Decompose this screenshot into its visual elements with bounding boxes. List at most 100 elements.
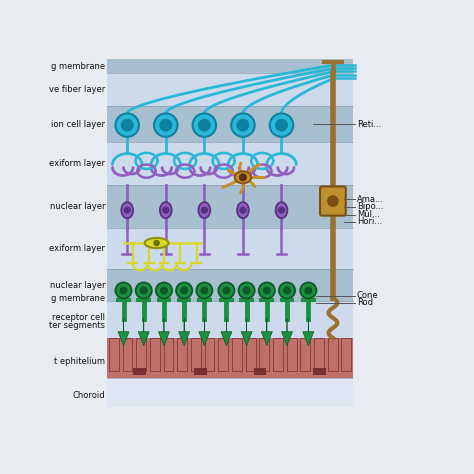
Bar xyxy=(107,338,353,378)
Bar xyxy=(123,338,132,371)
FancyArrow shape xyxy=(158,319,169,346)
Ellipse shape xyxy=(235,171,251,183)
FancyArrow shape xyxy=(138,319,149,346)
Text: Reti...: Reti... xyxy=(357,119,381,128)
Ellipse shape xyxy=(160,202,172,218)
Circle shape xyxy=(222,286,230,294)
Text: Ama...: Ama... xyxy=(357,195,383,204)
Circle shape xyxy=(162,207,169,214)
Text: receptor cell: receptor cell xyxy=(52,313,105,322)
Circle shape xyxy=(180,286,188,294)
Text: nuclear layer: nuclear layer xyxy=(50,202,105,211)
Circle shape xyxy=(259,283,275,299)
Bar xyxy=(314,338,324,371)
Text: Bipo...: Bipo... xyxy=(357,202,383,211)
Circle shape xyxy=(219,283,235,299)
Text: ion cell layer: ion cell layer xyxy=(51,119,105,128)
Text: Cone: Cone xyxy=(357,292,378,301)
Circle shape xyxy=(239,207,246,214)
Circle shape xyxy=(121,118,134,132)
Circle shape xyxy=(196,283,212,299)
FancyArrow shape xyxy=(241,319,252,346)
Circle shape xyxy=(283,286,291,294)
FancyArrow shape xyxy=(179,319,190,346)
Text: g membrane: g membrane xyxy=(51,62,105,71)
Bar xyxy=(254,368,266,375)
Bar xyxy=(107,338,353,378)
Text: Mül...: Mül... xyxy=(357,210,380,219)
Text: Hori...: Hori... xyxy=(357,218,382,227)
Bar xyxy=(219,338,228,371)
Bar xyxy=(107,59,353,407)
Text: g membrane: g membrane xyxy=(51,294,105,303)
Circle shape xyxy=(300,283,317,299)
Text: exiform layer: exiform layer xyxy=(49,159,105,168)
Bar xyxy=(341,338,351,371)
Circle shape xyxy=(116,283,132,299)
Bar xyxy=(107,378,353,407)
Circle shape xyxy=(327,195,339,207)
Ellipse shape xyxy=(237,202,249,218)
Circle shape xyxy=(160,286,168,294)
Text: ve fiber layer: ve fiber layer xyxy=(49,85,105,94)
FancyArrow shape xyxy=(221,319,232,346)
Circle shape xyxy=(243,286,251,294)
Bar xyxy=(273,338,283,371)
Text: ter segments: ter segments xyxy=(49,320,105,329)
Bar xyxy=(205,338,214,371)
Bar xyxy=(301,338,310,371)
Circle shape xyxy=(153,240,160,246)
Ellipse shape xyxy=(199,202,210,218)
Bar xyxy=(136,338,146,371)
Bar xyxy=(107,301,353,338)
Circle shape xyxy=(231,113,255,137)
FancyBboxPatch shape xyxy=(320,186,346,216)
Circle shape xyxy=(278,207,285,214)
Ellipse shape xyxy=(121,202,133,218)
Bar xyxy=(232,338,242,371)
Bar xyxy=(107,378,353,407)
Text: Rod: Rod xyxy=(357,298,373,307)
Bar xyxy=(246,338,255,371)
Circle shape xyxy=(116,113,139,137)
Bar xyxy=(191,338,201,371)
Circle shape xyxy=(119,286,128,294)
Ellipse shape xyxy=(145,238,169,248)
Bar xyxy=(194,368,207,375)
Circle shape xyxy=(154,113,178,137)
Bar xyxy=(164,338,173,371)
Circle shape xyxy=(304,286,312,294)
Bar xyxy=(150,338,160,371)
Circle shape xyxy=(201,207,208,214)
Circle shape xyxy=(176,283,192,299)
Bar xyxy=(107,269,353,301)
Text: Choroid: Choroid xyxy=(73,391,105,400)
Bar xyxy=(107,228,353,269)
FancyArrow shape xyxy=(261,319,272,346)
Circle shape xyxy=(279,283,295,299)
Circle shape xyxy=(237,118,249,132)
FancyArrow shape xyxy=(282,319,292,346)
Bar xyxy=(109,338,119,371)
Circle shape xyxy=(239,173,247,182)
Circle shape xyxy=(198,118,211,132)
FancyArrow shape xyxy=(303,319,314,346)
Bar xyxy=(287,338,297,371)
Circle shape xyxy=(275,118,288,132)
Text: exiform layer: exiform layer xyxy=(49,245,105,254)
Ellipse shape xyxy=(275,202,287,218)
Text: nuclear layer: nuclear layer xyxy=(50,281,105,290)
Bar xyxy=(107,106,353,142)
Circle shape xyxy=(124,207,131,214)
Bar xyxy=(259,338,269,371)
Circle shape xyxy=(270,113,293,137)
Bar xyxy=(107,59,353,73)
Circle shape xyxy=(156,283,172,299)
Bar xyxy=(107,73,353,106)
Circle shape xyxy=(159,118,172,132)
Bar xyxy=(134,368,146,375)
Circle shape xyxy=(140,286,148,294)
Bar xyxy=(328,338,337,371)
Circle shape xyxy=(192,113,216,137)
Circle shape xyxy=(238,283,255,299)
